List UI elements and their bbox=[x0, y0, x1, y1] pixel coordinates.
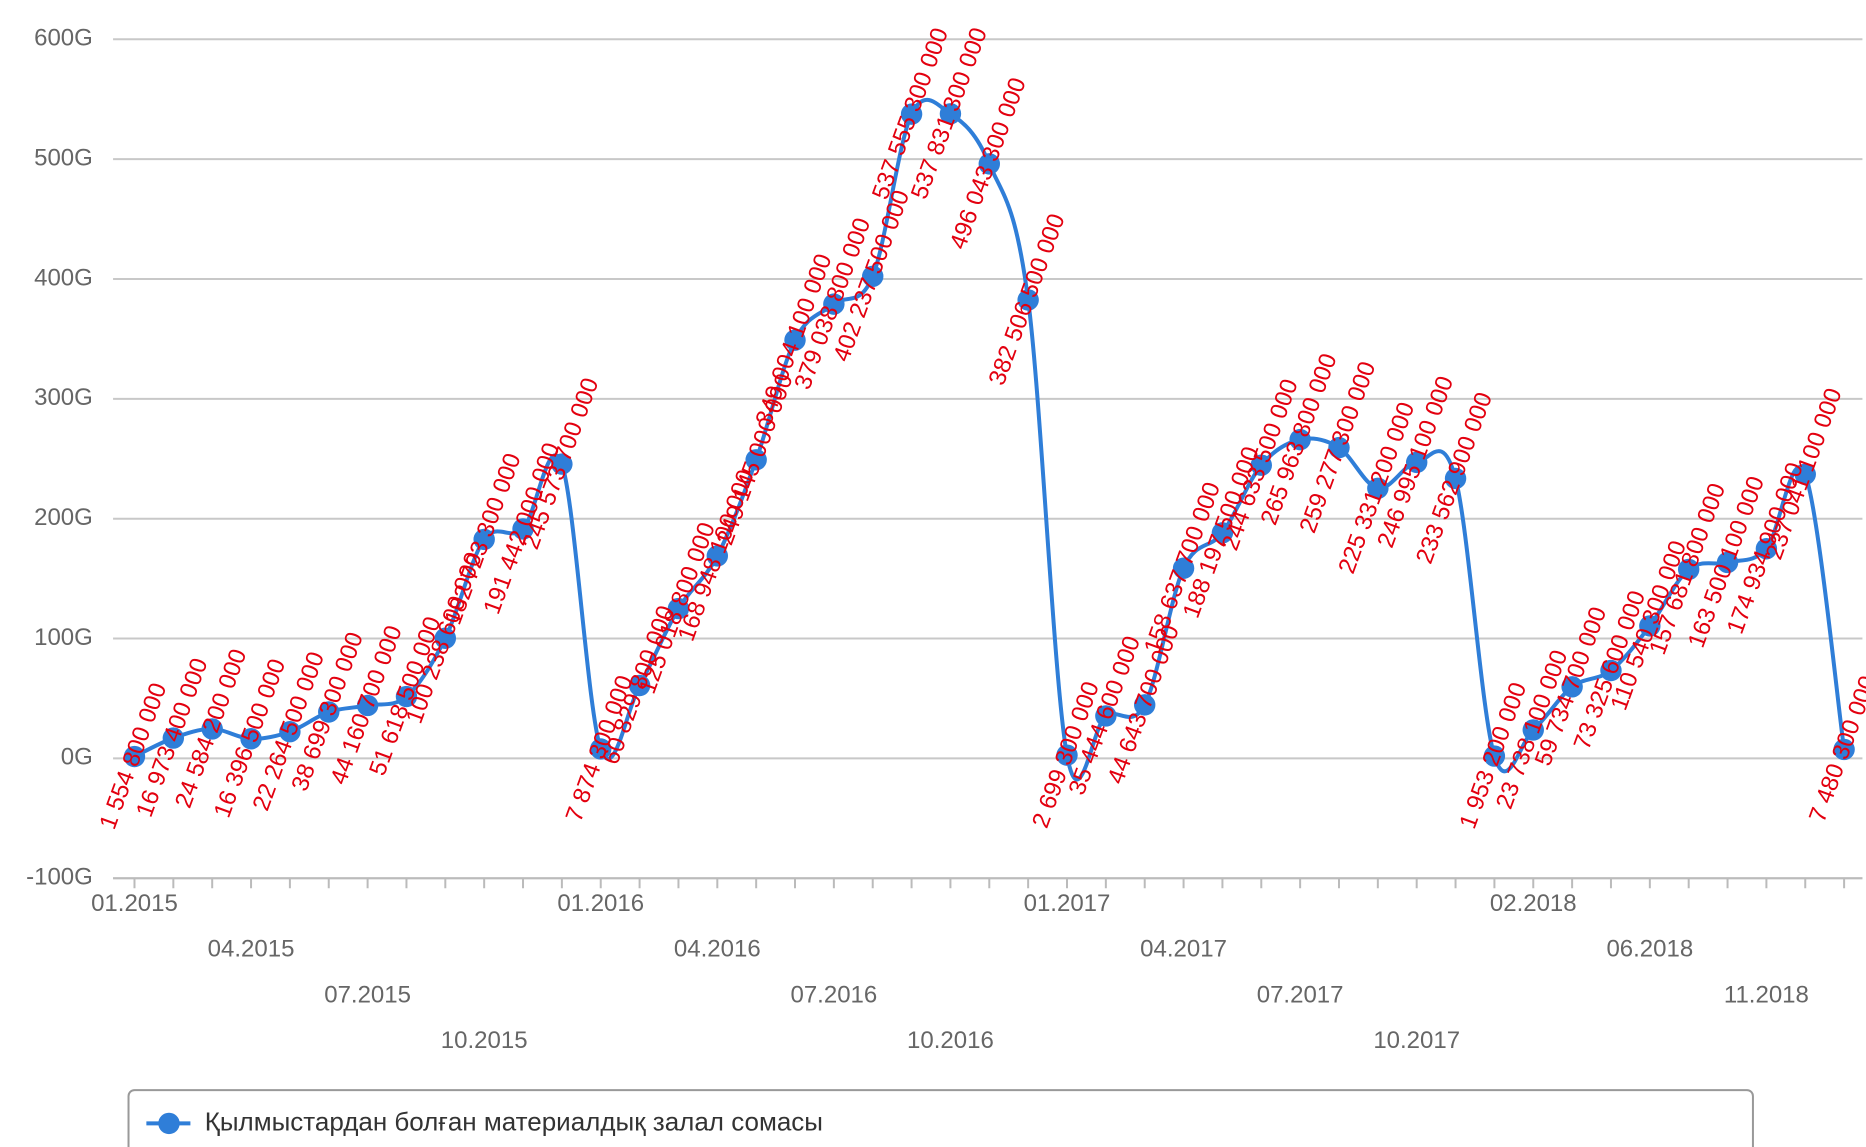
data-point bbox=[1755, 538, 1778, 560]
data-point bbox=[1639, 615, 1661, 637]
x-tick-label: 07.2017 bbox=[1257, 981, 1344, 1008]
data-point bbox=[1833, 738, 1855, 761]
data-point bbox=[823, 293, 845, 315]
x-tick-label: 11.2018 bbox=[1724, 981, 1809, 1008]
data-point bbox=[434, 627, 457, 649]
y-tick-label: 600G bbox=[34, 25, 93, 52]
data-point bbox=[123, 745, 146, 768]
data-point bbox=[745, 449, 767, 471]
y-tick-label: 0G bbox=[61, 744, 93, 771]
data-point bbox=[1716, 551, 1739, 574]
data-label: 382 506 500 000 bbox=[984, 210, 1071, 389]
data-point bbox=[201, 718, 223, 740]
data-point bbox=[1133, 694, 1156, 716]
x-tick-label: 04.2015 bbox=[208, 936, 295, 963]
data-point bbox=[162, 727, 185, 749]
data-point bbox=[939, 103, 962, 125]
data-point bbox=[1095, 705, 1117, 727]
data-point bbox=[1561, 676, 1583, 698]
y-tick-label: 500G bbox=[34, 144, 93, 171]
legend-marker bbox=[158, 1112, 180, 1135]
x-tick-label: 07.2015 bbox=[324, 981, 411, 1008]
data-point bbox=[1328, 436, 1350, 459]
x-tick-label: 07.2016 bbox=[790, 981, 877, 1008]
data-point bbox=[1522, 719, 1544, 741]
data-point bbox=[590, 738, 612, 760]
data-point bbox=[1250, 454, 1272, 476]
y-tick-label: 300G bbox=[34, 384, 93, 411]
data-point bbox=[1600, 659, 1622, 682]
data-label: 237 041 100 000 bbox=[1761, 385, 1848, 564]
x-tick-label: 02.2018 bbox=[1490, 890, 1577, 917]
data-point bbox=[1017, 289, 1039, 311]
x-tick-label: 04.2016 bbox=[674, 936, 761, 963]
y-tick-label: 100G bbox=[34, 624, 93, 651]
data-point bbox=[628, 674, 651, 697]
series-line bbox=[133, 98, 1847, 782]
legend-box bbox=[127, 1089, 1754, 1147]
data-point bbox=[1211, 522, 1234, 544]
data-point bbox=[784, 329, 806, 351]
data-point bbox=[512, 518, 534, 540]
y-tick-label: -100G bbox=[26, 864, 93, 891]
x-tick-label: 01.2015 bbox=[91, 890, 178, 917]
y-tick-label: 200G bbox=[34, 504, 93, 531]
data-point bbox=[473, 528, 495, 551]
data-point bbox=[1289, 428, 1311, 451]
data-point bbox=[279, 721, 301, 743]
data-point bbox=[1794, 463, 1816, 486]
data-point bbox=[1056, 744, 1078, 766]
data-point bbox=[395, 685, 418, 708]
data-point bbox=[1444, 467, 1467, 490]
data-point bbox=[1367, 477, 1389, 500]
x-tick-label: 01.2016 bbox=[557, 890, 644, 917]
legend-label: Қылмыстардан болған материалдық залал со… bbox=[205, 1106, 823, 1136]
x-tick-label: 10.2015 bbox=[441, 1027, 528, 1054]
data-point bbox=[356, 694, 379, 717]
y-tick-label: 400G bbox=[34, 264, 93, 291]
data-point bbox=[318, 701, 340, 723]
x-tick-label: 10.2016 bbox=[907, 1027, 994, 1054]
x-tick-label: 10.2017 bbox=[1373, 1027, 1460, 1054]
data-point bbox=[667, 597, 690, 620]
data-point bbox=[1483, 745, 1506, 767]
data-point bbox=[1677, 558, 1700, 581]
data-point bbox=[1172, 557, 1195, 579]
data-point bbox=[240, 728, 262, 750]
data-point bbox=[900, 103, 923, 125]
data-point bbox=[862, 265, 884, 288]
data-point bbox=[706, 545, 729, 567]
x-tick-label: 06.2018 bbox=[1606, 936, 1693, 963]
x-tick-label: 04.2017 bbox=[1140, 936, 1227, 963]
data-point bbox=[978, 153, 1000, 175]
data-label: 7 480 300 000 bbox=[1804, 672, 1866, 825]
data-point bbox=[1405, 451, 1428, 474]
data-point bbox=[551, 453, 573, 475]
x-tick-label: 01.2017 bbox=[1024, 890, 1111, 917]
